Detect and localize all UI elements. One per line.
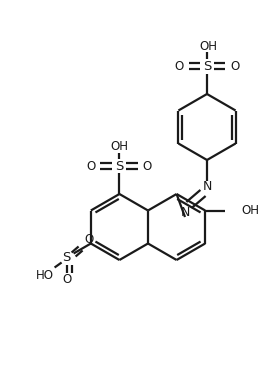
Text: OH: OH	[241, 204, 259, 217]
Text: S: S	[115, 160, 124, 172]
Text: N: N	[202, 180, 212, 192]
Text: S: S	[62, 251, 71, 264]
Text: OH: OH	[199, 40, 217, 53]
Text: O: O	[84, 233, 93, 246]
Text: HO: HO	[36, 269, 54, 282]
Text: O: O	[143, 160, 152, 172]
Text: N: N	[180, 205, 190, 218]
Text: OH: OH	[110, 140, 128, 152]
Text: O: O	[87, 160, 96, 172]
Text: O: O	[62, 273, 71, 286]
Text: S: S	[203, 60, 211, 73]
Text: O: O	[174, 60, 184, 73]
Text: O: O	[230, 60, 240, 73]
